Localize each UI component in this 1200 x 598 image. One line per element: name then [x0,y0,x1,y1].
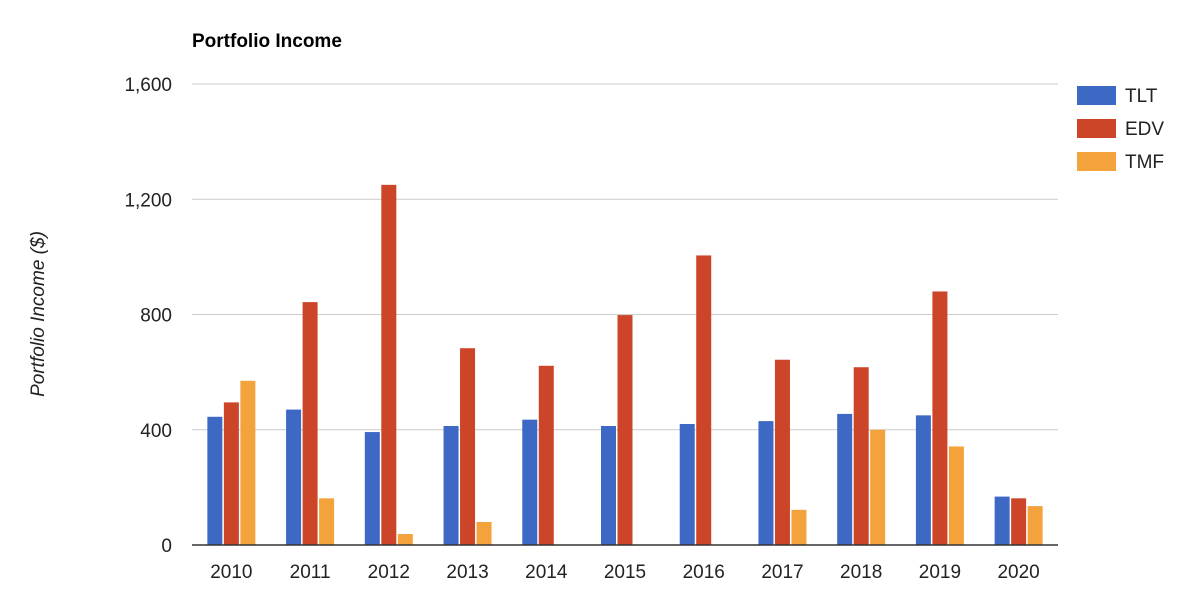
bar-tmf-2017 [791,509,807,545]
y-tick-label: 1,200 [124,190,172,211]
bar-tlt-2016 [679,423,695,545]
bar-tmf-2020 [1027,506,1043,545]
bar-edv-2018 [853,367,869,545]
bar-tmf-2013 [476,521,492,545]
bar-tlt-2018 [837,413,853,545]
bar-tlt-2010 [207,416,223,545]
x-tick-label: 2019 [919,562,961,583]
x-tick-label: 2010 [210,562,252,583]
bar-tmf-2011 [319,498,335,545]
legend-swatch-tlt [1077,86,1116,105]
bar-edv-2015 [617,315,633,545]
legend-swatch-tmf [1077,152,1116,171]
legend-label-tmf: TMF [1125,152,1164,173]
x-tick-label: 2018 [840,562,882,583]
bar-tmf-2019 [948,446,964,545]
x-tick-label: 2011 [290,562,331,583]
bars [207,184,1043,545]
bar-edv-2017 [774,359,790,545]
bar-tlt-2014 [522,419,538,545]
y-tick-label: 400 [140,421,172,442]
x-tick-label: 2013 [446,562,488,583]
bar-tmf-2018 [870,429,886,545]
bar-tlt-2020 [994,496,1010,545]
bar-tlt-2012 [364,432,380,545]
bar-tlt-2017 [758,421,774,545]
chart-title: Portfolio Income [192,31,342,52]
x-tick-label: 2014 [525,562,568,583]
x-tick-label: 2012 [368,562,410,583]
legend-label-edv: EDV [1125,119,1164,140]
bar-tmf-2012 [397,534,413,545]
bar-edv-2014 [538,365,554,545]
x-tick-labels: 2010 2011 2012 2013 2014 2015 2016 2017 2018 2019… [210,562,1040,583]
legend: TLT EDV TMF [1077,86,1164,173]
bar-tmf-2010 [240,380,256,545]
bar-edv-2011 [302,302,318,545]
x-tick-label: 2016 [683,562,725,583]
y-tick-label: 0 [161,536,172,557]
bar-edv-2012 [381,184,397,545]
bar-tlt-2019 [915,415,931,545]
bar-edv-2019 [932,291,948,545]
bar-tlt-2011 [286,409,302,545]
y-axis-label: Portfolio Income ($) [28,231,49,397]
x-tick-label: 2015 [604,562,646,583]
bar-edv-2013 [460,348,476,545]
x-tick-label: 2020 [997,562,1039,583]
y-tick-label: 1,600 [124,75,172,96]
x-tick-label: 2017 [761,562,803,583]
bar-tlt-2015 [601,426,616,545]
bar-edv-2010 [223,402,239,545]
bar-edv-2016 [696,255,712,545]
bar-tlt-2013 [443,426,459,545]
y-tick-labels: 0 400 800 1,200 1,600 [124,75,172,557]
y-tick-label: 800 [140,306,172,327]
legend-label-tlt: TLT [1125,86,1158,107]
bar-edv-2020 [1011,498,1027,545]
legend-swatch-edv [1077,119,1116,138]
